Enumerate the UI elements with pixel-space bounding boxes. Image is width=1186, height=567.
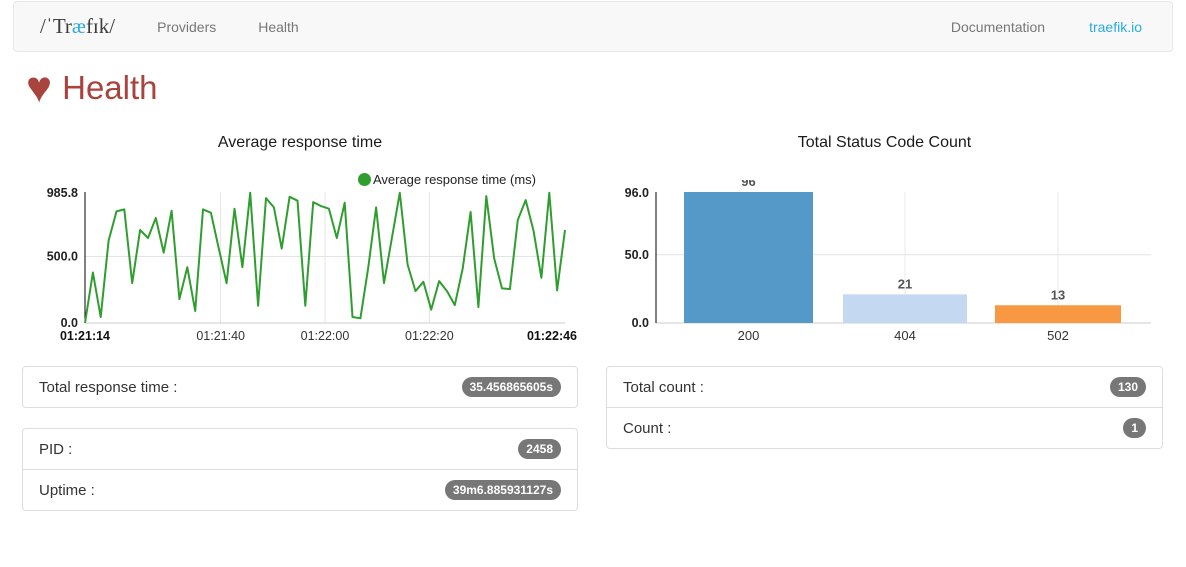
svg-text:01:21:14: 01:21:14 [60,329,110,343]
svg-text:50.0: 50.0 [625,248,649,262]
nav-item-health[interactable]: Health [258,18,299,35]
svg-text:13: 13 [1051,287,1065,302]
total-count-row: Total count : 130 [607,367,1162,407]
svg-text:0.0: 0.0 [632,316,649,330]
total-count-label: Total count : [623,378,704,396]
status-code-chart-section: Total Status Code Count 96 200 21 404 13 502 9… [606,132,1163,356]
bar-200: 96 200 [684,180,813,343]
page-heading: ♥ Health [26,63,158,112]
svg-text:985.8: 985.8 [47,186,78,200]
svg-text:01:21:40: 01:21:40 [196,329,245,343]
total-count-badge: 130 [1109,377,1146,397]
svg-text:01:22:00: 01:22:00 [301,329,350,343]
legend-label: Average response time (ms) [372,172,536,187]
svg-text:96: 96 [741,180,755,189]
uptime-badge: 39m6.885931127s [444,480,561,500]
svg-text:500.0: 500.0 [47,250,78,264]
status-code-chart-title: Total Status Code Count [797,134,972,151]
svg-text:01:22:46: 01:22:46 [527,329,577,343]
uptime-label: Uptime : [39,481,95,499]
svg-text:0.0: 0.0 [61,316,78,330]
process-info-card: PID : 2458 Uptime : 39m6.885931127s [22,428,578,511]
page-title: Health [62,69,158,106]
svg-text:404: 404 [894,328,916,343]
logo-post: fɪk/ [85,14,116,38]
svg-text:21: 21 [898,276,912,291]
svg-text:200: 200 [738,328,760,343]
pid-label: PID : [39,440,73,458]
status-counts-card: Total count : 130 Count : 1 [606,366,1163,449]
count-row: Count : 1 [607,407,1162,448]
legend-dot-icon [357,173,371,186]
heart-icon: ♥ [26,63,53,112]
pid-badge: 2458 [518,439,561,459]
nav-item-documentation[interactable]: Documentation [950,18,1046,35]
response-time-line-chart: 985.8 500.0 0.001:21:14 01:21:40 01:22:00 01:… [47,186,577,343]
nav-item-traefik-io[interactable]: traefik.io [1089,18,1142,35]
pid-row: PID : 2458 [23,429,577,469]
uptime-row: Uptime : 39m6.885931127s [23,469,577,510]
svg-text:96.0: 96.0 [625,186,649,200]
count-badge: 1 [1123,418,1146,438]
total-response-time-card: Total response time : 35.456865605s [22,366,578,408]
bar-502: 13 502 [995,287,1121,343]
total-response-time-label: Total response time : [39,378,178,396]
svg-text:502: 502 [1047,328,1069,343]
total-response-time-badge: 35.456865605s [461,377,561,397]
navbar: /ˈTræfɪk/ Providers Health Documentation… [13,1,1173,52]
status-code-bar-chart: 96 200 21 404 13 502 96.0 50.0 0.0 [625,180,1151,343]
response-time-chart-title: Average response time [217,134,383,151]
svg-text:01:22:20: 01:22:20 [405,329,454,343]
navbar-right: Documentation traefik.io [951,19,1172,35]
total-response-time-row: Total response time : 35.456865605s [23,367,577,407]
response-time-chart-section: Average response time Average response t… [22,132,578,356]
logo-accent: æ [71,14,86,38]
traefik-logo[interactable]: /ˈTræfɪk/ [40,14,115,39]
logo-pre: /ˈTr [40,14,72,38]
bar-404: 21 404 [843,276,967,343]
nav-item-providers[interactable]: Providers [157,18,217,35]
count-label: Count : [623,419,672,437]
response-time-legend: Average response time (ms) [357,172,536,187]
